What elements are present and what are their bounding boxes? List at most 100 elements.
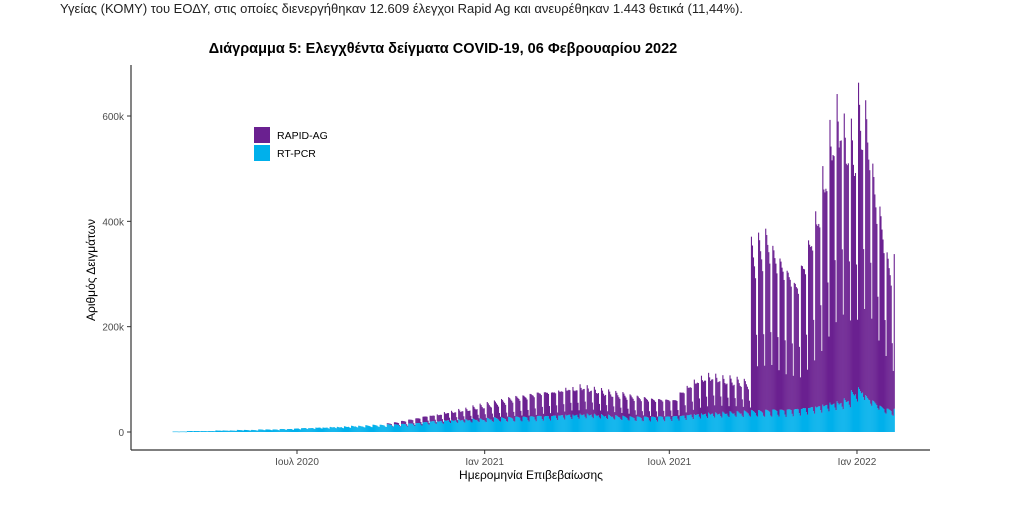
- bar-rapid-ag: [742, 406, 744, 418]
- bar-rt-pcr: [585, 418, 587, 432]
- bar-rapid-ag: [599, 410, 602, 419]
- bar-rt-pcr: [803, 407, 806, 432]
- bar-rapid-ag: [418, 418, 420, 423]
- bar-rt-pcr: [678, 420, 680, 432]
- bar-rapid-ag: [627, 408, 629, 420]
- bar-rt-pcr: [251, 429, 253, 432]
- bar-rapid-ag: [468, 410, 470, 421]
- bar-rt-pcr: [209, 431, 211, 432]
- bar-rapid-ag: [438, 415, 440, 422]
- bar-rapid-ag: [535, 414, 537, 422]
- bar-rt-pcr: [840, 402, 842, 432]
- bar-rapid-ag: [406, 424, 408, 426]
- bar-rt-pcr: [339, 427, 341, 432]
- bar-rapid-ag: [681, 392, 683, 416]
- bar-rt-pcr: [470, 421, 472, 432]
- bar-rapid-ag: [825, 188, 827, 406]
- bar-rapid-ag: [538, 393, 540, 416]
- bar-rapid-ag: [578, 410, 580, 419]
- bar-rapid-ag: [520, 410, 522, 421]
- bar-rt-pcr: [314, 429, 316, 432]
- bar-rapid-ag: [818, 223, 820, 407]
- bar-rt-pcr: [852, 394, 854, 432]
- bar-rapid-ag: [757, 366, 759, 417]
- bar-rt-pcr: [580, 414, 582, 432]
- bar-rt-pcr: [655, 417, 657, 432]
- bar-rt-pcr: [681, 415, 683, 432]
- bar-rt-pcr: [401, 423, 403, 432]
- bar-rapid-ag: [873, 177, 875, 402]
- bar-rapid-ag: [830, 146, 832, 405]
- bar-rt-pcr: [426, 422, 428, 432]
- bar-rt-pcr: [279, 429, 281, 432]
- bar-rapid-ag: [555, 393, 557, 416]
- bar-rt-pcr: [622, 415, 624, 432]
- bar-rapid-ag: [426, 416, 428, 423]
- bar-rt-pcr: [826, 404, 828, 432]
- bar-rt-pcr: [464, 422, 466, 432]
- bar-rt-pcr: [785, 416, 787, 432]
- bar-rt-pcr: [249, 430, 251, 432]
- bar-rt-pcr: [295, 428, 298, 432]
- bar-rt-pcr: [555, 415, 557, 432]
- bar-rapid-ag: [673, 400, 675, 417]
- bar-rapid-ag: [700, 375, 703, 414]
- bar-rt-pcr: [687, 415, 689, 432]
- bar-rapid-ag: [786, 270, 788, 410]
- bar-rapid-ag: [729, 375, 731, 412]
- bar-rt-pcr: [809, 407, 811, 432]
- bar-rapid-ag: [425, 416, 427, 422]
- bar-rapid-ag: [571, 410, 573, 419]
- bar-rt-pcr: [277, 430, 279, 432]
- bar-rt-pcr: [737, 411, 739, 432]
- bar-rt-pcr: [414, 426, 416, 432]
- bar-rapid-ag: [495, 403, 497, 419]
- bar-rt-pcr: [506, 421, 508, 432]
- bar-rt-pcr: [643, 416, 645, 432]
- bar-rt-pcr: [432, 421, 434, 432]
- bar-rapid-ag: [695, 383, 697, 415]
- bar-rapid-ag: [871, 318, 873, 406]
- bar-rt-pcr: [560, 415, 562, 432]
- bar-rapid-ag: [845, 163, 847, 402]
- bar-rt-pcr: [612, 416, 614, 432]
- bar-rapid-ag: [694, 383, 696, 416]
- bar-rt-pcr: [406, 425, 408, 432]
- bar-rt-pcr: [579, 413, 581, 432]
- bar-rt-pcr: [846, 401, 848, 432]
- bar-rt-pcr: [307, 429, 309, 432]
- bar-rapid-ag: [574, 391, 576, 416]
- bar-rt-pcr: [287, 429, 289, 432]
- bar-rt-pcr: [548, 418, 551, 432]
- bar-rt-pcr: [178, 431, 180, 433]
- bar-rapid-ag: [606, 405, 608, 418]
- bar-rt-pcr: [662, 416, 664, 432]
- bar-rapid-ag: [411, 419, 413, 424]
- bar-rapid-ag: [875, 207, 877, 404]
- bar-rt-pcr: [349, 427, 351, 432]
- bar-rt-pcr: [442, 423, 444, 432]
- bar-rt-pcr: [890, 411, 892, 432]
- bar-rapid-ag: [403, 421, 405, 424]
- bar-rt-pcr: [819, 406, 821, 432]
- bar-rt-pcr: [827, 408, 829, 432]
- bar-rt-pcr: [610, 416, 612, 432]
- bar-rapid-ag: [734, 398, 736, 416]
- bar-rt-pcr: [462, 419, 464, 432]
- bar-rt-pcr: [259, 429, 261, 432]
- bar-rapid-ag: [878, 340, 880, 410]
- bar-rapid-ag: [466, 409, 468, 420]
- bar-rt-pcr: [848, 404, 850, 432]
- bar-rt-pcr: [876, 405, 878, 432]
- bar-rapid-ag: [775, 263, 777, 411]
- bar-rapid-ag: [662, 401, 664, 417]
- bar-rt-pcr: [345, 426, 348, 432]
- bar-rt-pcr: [574, 415, 576, 432]
- bars-group: [172, 82, 895, 433]
- bar-rt-pcr: [710, 414, 712, 432]
- bar-rt-pcr: [800, 409, 802, 432]
- bar-rapid-ag: [562, 391, 564, 416]
- bar-rapid-ag: [644, 397, 646, 417]
- bar-rt-pcr: [185, 431, 187, 433]
- bar-rapid-ag: [439, 414, 441, 422]
